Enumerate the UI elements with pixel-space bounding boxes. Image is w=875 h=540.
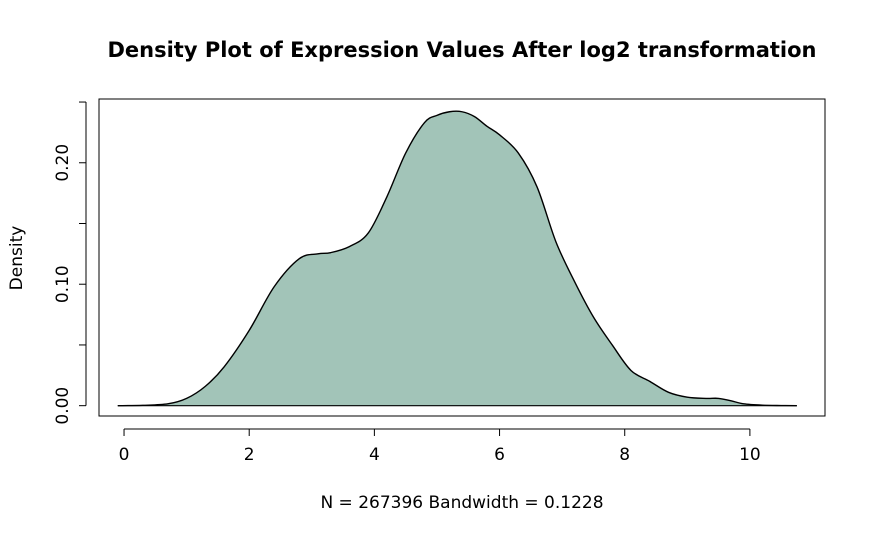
x-tick-label: 8 [619, 445, 630, 465]
x-tick-label: 4 [369, 445, 380, 465]
plot-area [117, 110, 797, 407]
y-axis-label: Density [7, 226, 27, 291]
y-tick-label: 0.20 [53, 144, 73, 182]
density-area [117, 111, 797, 406]
y-axis: 0.00 0.10 0.20 [53, 101, 87, 425]
x-tick-label: 6 [494, 445, 505, 465]
x-axis: 0 2 4 6 8 10 [119, 428, 761, 465]
x-axis-label: N = 267396 Bandwidth = 0.1228 [320, 493, 603, 513]
plot-box [98, 98, 826, 417]
density-curve [117, 110, 797, 407]
chart-title: Density Plot of Expression Values After … [107, 38, 816, 62]
x-tick-label: 0 [119, 445, 130, 465]
x-tick-label: 10 [739, 445, 761, 465]
x-tick-label: 2 [244, 445, 255, 465]
y-tick-label: 0.10 [53, 265, 73, 303]
y-tick-label: 0.00 [53, 387, 73, 425]
